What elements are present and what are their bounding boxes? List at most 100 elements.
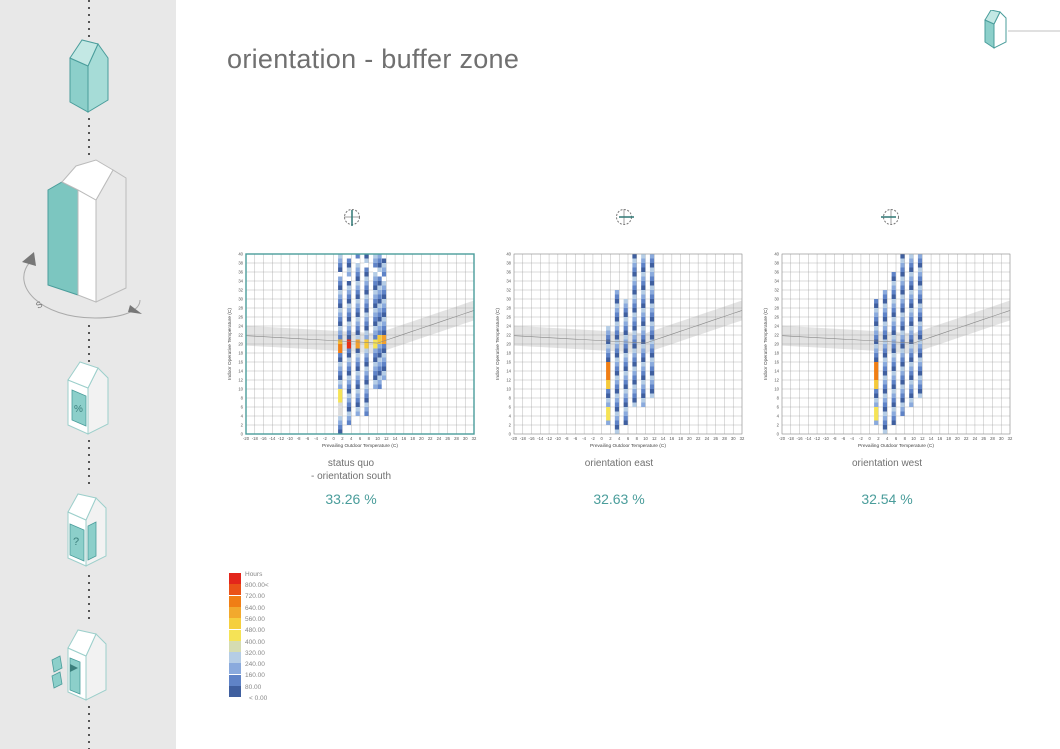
heat-cell xyxy=(355,276,360,281)
x-tick-label: -16 xyxy=(797,436,804,441)
heat-cell xyxy=(346,371,352,376)
heat-cell xyxy=(874,407,879,412)
rotation-label: S xyxy=(34,299,44,311)
heat-cell xyxy=(891,285,896,290)
y-tick-label: 18 xyxy=(506,351,511,356)
heat-cell xyxy=(614,411,620,416)
heat-cell xyxy=(632,339,637,344)
x-tick-label: -4 xyxy=(850,436,854,441)
x-tick-label: -18 xyxy=(252,436,259,441)
x-tick-label: 24 xyxy=(973,436,978,441)
heat-cell xyxy=(346,348,352,353)
heat-cell xyxy=(355,321,360,326)
legend-swatch xyxy=(229,674,241,686)
heat-cell xyxy=(641,344,646,349)
heat-cell xyxy=(373,317,378,322)
heat-cell xyxy=(632,389,637,394)
heat-cell xyxy=(917,366,923,371)
heat-cell xyxy=(614,344,620,349)
heat-cell xyxy=(909,312,914,317)
heat-cell xyxy=(614,425,620,430)
heat-cell xyxy=(649,303,655,308)
heat-cell xyxy=(874,380,879,385)
y-tick-label: 10 xyxy=(774,387,779,392)
x-axis-label: Prevailing Outdoor Temperature (C) xyxy=(858,443,934,449)
heat-cell xyxy=(355,411,360,416)
heat-cell xyxy=(874,402,879,407)
heat-cell xyxy=(882,402,888,407)
x-tick-label: 4 xyxy=(350,436,353,441)
heat-cell xyxy=(346,353,352,358)
legend-swatch xyxy=(229,629,241,641)
heat-cell xyxy=(874,339,879,344)
heat-cell xyxy=(632,254,637,259)
heat-cell xyxy=(632,344,637,349)
y-tick-label: 40 xyxy=(506,252,511,257)
heat-cell xyxy=(373,380,378,385)
heat-cell xyxy=(338,285,343,290)
heat-cell xyxy=(649,299,655,304)
y-tick-label: 16 xyxy=(774,360,779,365)
heat-cell xyxy=(900,393,905,398)
heat-cell xyxy=(346,312,352,317)
x-tick-label: -20 xyxy=(511,436,518,441)
y-tick-label: 18 xyxy=(774,351,779,356)
heat-cell xyxy=(909,375,914,380)
compass-east-icon xyxy=(616,209,634,225)
heat-cell xyxy=(917,263,923,268)
heat-cell xyxy=(381,317,387,322)
heat-cell xyxy=(882,416,888,421)
heat-cell xyxy=(882,425,888,430)
heat-cell xyxy=(364,407,369,412)
heat-cell xyxy=(346,389,352,394)
heat-cell xyxy=(623,420,628,425)
heat-cell xyxy=(346,393,352,398)
heat-cell xyxy=(355,357,360,362)
heat-cell xyxy=(364,299,369,304)
heat-cell xyxy=(381,375,387,380)
heat-cell xyxy=(917,380,923,385)
heat-cell xyxy=(874,357,879,362)
heat-cell xyxy=(346,366,352,371)
heat-cell xyxy=(632,285,637,290)
heat-cell xyxy=(900,321,905,326)
y-tick-label: 8 xyxy=(509,396,512,401)
heat-cell xyxy=(377,272,382,277)
unknown-parameter-label: ? xyxy=(73,536,79,548)
heat-cell xyxy=(874,317,879,322)
heat-cell xyxy=(632,303,637,308)
heat-cell xyxy=(606,407,611,412)
heat-cell xyxy=(649,308,655,313)
heat-cell xyxy=(909,281,914,286)
heat-cell xyxy=(338,276,343,281)
heat-cell xyxy=(346,398,352,403)
heat-cell xyxy=(614,393,620,398)
heat-cell xyxy=(917,362,923,367)
heat-cell xyxy=(917,285,923,290)
y-tick-label: 28 xyxy=(774,306,779,311)
heat-cell xyxy=(614,303,620,308)
heat-cell xyxy=(891,317,896,322)
heat-cell xyxy=(909,267,914,272)
heat-cell xyxy=(641,263,646,268)
heat-cell xyxy=(641,299,646,304)
y-tick-label: 30 xyxy=(238,297,243,302)
heat-cell xyxy=(874,389,879,394)
heat-cell xyxy=(882,420,888,425)
heat-cell xyxy=(891,290,896,295)
heat-cell xyxy=(606,348,611,353)
heat-cell xyxy=(874,299,879,304)
heat-cell xyxy=(917,344,923,349)
comfort-line xyxy=(513,310,743,344)
heat-cell xyxy=(373,258,378,263)
heat-cell xyxy=(377,312,382,317)
heat-cell xyxy=(338,294,343,299)
heat-cell xyxy=(355,290,360,295)
heat-cell xyxy=(355,330,360,335)
heat-cell xyxy=(338,317,343,322)
heat-cell xyxy=(917,258,923,263)
heat-cell xyxy=(377,353,382,358)
heat-cell xyxy=(891,407,896,412)
heat-cell xyxy=(882,357,888,362)
heat-cell xyxy=(891,420,896,425)
